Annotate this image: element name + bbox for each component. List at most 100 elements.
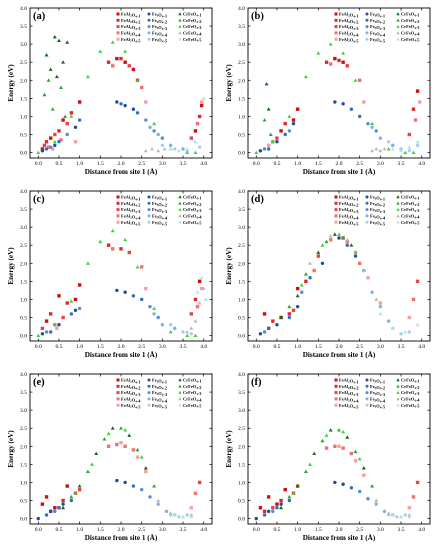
legend-marker <box>178 37 182 41</box>
x-tick-label: 3.5 <box>398 344 405 350</box>
legend-label: FeAl2O4-3 <box>121 390 141 397</box>
data-point <box>262 513 267 517</box>
y-axis-title: Energy (eV) <box>225 247 233 285</box>
data-point <box>199 286 204 291</box>
x-tick-label: 0.5 <box>55 161 62 167</box>
series-FeAl2O4-1 <box>262 286 300 320</box>
legend-marker <box>396 18 400 22</box>
x-tick-label: 1.5 <box>97 344 104 350</box>
data-point <box>189 326 194 330</box>
data-point <box>148 125 152 129</box>
data-point <box>366 121 370 126</box>
data-point <box>417 100 422 104</box>
data-point <box>295 286 300 291</box>
x-tick-label: 1.0 <box>76 527 83 533</box>
legend-label: CrFeO4-2 <box>401 384 420 390</box>
legend-label: FeAl2O4-2 <box>121 201 140 208</box>
legend-label: Fe3O4-2 <box>370 384 385 391</box>
legend-marker <box>396 37 400 41</box>
data-point <box>156 502 160 506</box>
data-point <box>115 100 119 104</box>
y-tick-label: 2.0 <box>20 261 27 267</box>
data-point <box>390 326 395 330</box>
legend-label: Fe3O4-4 <box>370 31 386 38</box>
data-point <box>90 462 95 466</box>
series-Fe3O4-4 <box>370 290 391 323</box>
legend-marker <box>396 390 400 394</box>
data-point <box>144 286 148 291</box>
series-FeAl2O4-2 <box>262 491 296 514</box>
data-point <box>123 60 127 64</box>
data-point <box>77 283 82 287</box>
data-point <box>52 139 57 144</box>
data-point <box>168 511 173 515</box>
legend-label: CrFeO4-5 <box>401 403 420 409</box>
y-tick-label: 1.0 <box>238 114 245 120</box>
data-point <box>333 480 337 485</box>
data-point <box>303 74 308 79</box>
legend-marker <box>147 208 151 212</box>
legend-marker <box>178 403 182 407</box>
data-point <box>139 487 144 492</box>
data-point <box>127 64 131 68</box>
legend-label: CrFeO4-3 <box>183 390 202 396</box>
data-point <box>258 149 263 153</box>
legend-label: FeAl2O4-4 <box>339 214 359 221</box>
legend-marker <box>116 12 120 16</box>
x-tick-label: 0.0 <box>35 161 42 167</box>
data-point <box>50 107 55 111</box>
legend-label: Fe3O4-1 <box>152 195 167 202</box>
data-point <box>262 509 267 514</box>
legend-label: CrFeO4-4 <box>401 214 420 220</box>
y-tick-label: 3.0 <box>20 225 27 231</box>
legend-marker <box>396 195 400 199</box>
data-point <box>320 438 325 443</box>
series-FeAl2O4-2 <box>271 279 308 323</box>
x-tick-label: 1.5 <box>315 527 322 533</box>
data-point <box>271 319 275 323</box>
data-point <box>378 148 383 153</box>
x-axis-title: Distance from site 1 (Å) <box>303 350 376 359</box>
legend-label: CrFeO4-5 <box>183 37 202 43</box>
data-point <box>199 103 204 108</box>
panel-label: (a) <box>33 11 46 22</box>
data-point <box>316 250 321 254</box>
legend-label: FeAl2O4-4 <box>121 397 141 404</box>
legend: FeAl2O4-1FeAl2O4-2FeAl2O4-3FeAl2O4-4FeAl… <box>334 378 420 410</box>
legend-label: CrFeO4-4 <box>183 214 202 220</box>
data-point <box>156 498 161 502</box>
data-point <box>135 455 140 459</box>
y-tick-label: 1.5 <box>20 279 27 285</box>
data-point <box>382 509 387 514</box>
legend-marker <box>334 37 338 41</box>
y-tick-label: 2.0 <box>20 444 27 450</box>
legend-marker <box>116 397 120 401</box>
data-point <box>123 480 127 485</box>
data-point <box>283 487 287 492</box>
data-point <box>150 147 154 151</box>
data-point <box>415 480 420 485</box>
x-tick-label: 1.5 <box>97 161 104 167</box>
legend-label: CrFeO4-1 <box>401 195 420 201</box>
x-tick-label: 2.5 <box>138 161 145 167</box>
data-point <box>324 433 329 437</box>
data-point <box>415 89 420 93</box>
legend-marker <box>334 220 338 224</box>
data-point <box>357 261 362 265</box>
data-point <box>197 301 202 305</box>
y-tick-label: 0.5 <box>238 133 245 139</box>
data-point <box>262 118 267 122</box>
series-Fe3O4-3 <box>44 304 160 334</box>
series-CrFeO4-2 <box>287 428 375 499</box>
data-point <box>36 333 41 338</box>
data-point <box>374 502 378 506</box>
x-tick-label: 2.0 <box>336 161 343 167</box>
data-point <box>271 506 275 510</box>
data-point <box>199 275 204 280</box>
series-CrFeO4-4 <box>185 286 206 334</box>
y-axis-title: Energy (eV) <box>7 430 15 468</box>
data-point <box>65 40 70 44</box>
x-tick-label: 3.5 <box>398 161 405 167</box>
legend-marker <box>178 384 182 388</box>
legend-label: FeAl2O4-5 <box>339 37 359 44</box>
